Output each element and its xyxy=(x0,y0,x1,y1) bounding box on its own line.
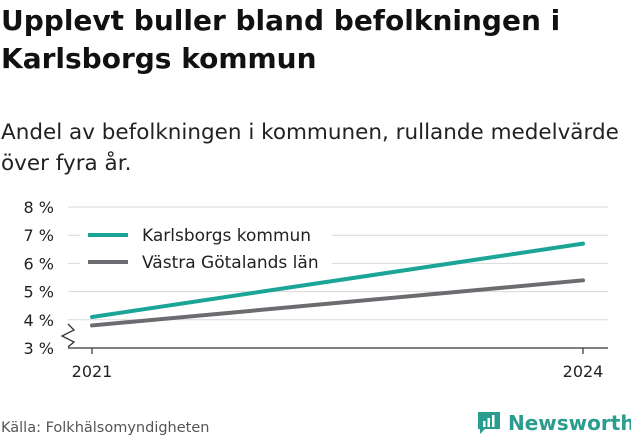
y-tick-label: 3 % xyxy=(24,339,54,358)
y-tick-label: 7 % xyxy=(24,226,54,245)
legend-background xyxy=(80,222,332,278)
newsworthy-logo-icon xyxy=(478,412,500,434)
y-axis-break-icon xyxy=(60,322,76,348)
axis-break-zigzag xyxy=(60,323,76,348)
x-tick-label: 2024 xyxy=(563,362,604,381)
y-tick-label: 8 % xyxy=(24,198,54,217)
legend-label: Karlsborgs kommun xyxy=(142,226,311,246)
chart-title: Upplevt buller bland befolkningen i Karl… xyxy=(1,4,561,75)
brand-name: Newsworthy xyxy=(508,411,631,435)
chart-subtitle: Andel av befolkningen i kommunen, rullan… xyxy=(1,120,619,176)
series-line xyxy=(90,241,585,319)
series-line xyxy=(90,278,585,328)
y-tick-label: 6 % xyxy=(24,254,54,273)
y-tick-label: 4 % xyxy=(24,311,54,330)
legend-label: Västra Götalands län xyxy=(142,253,319,273)
x-axis-ticks: 2021 2024 xyxy=(72,348,604,381)
y-axis-ticks: 3 % 4 % 5 % 6 % 7 % 8 % xyxy=(24,198,54,358)
x-tick-label: 2021 xyxy=(72,362,113,381)
source-note: Källa: Folkhälsomyndigheten xyxy=(1,420,210,436)
newsworthy-brand[interactable]: Newsworthy xyxy=(476,408,631,438)
line-chart: 3 % 4 % 5 % 6 % 7 % 8 % 2021 2024 Karlsborgs k… xyxy=(24,198,608,381)
y-tick-label: 5 % xyxy=(24,283,54,302)
series-lines xyxy=(90,241,585,328)
legend: Karlsborgs kommun Västra Götalands län xyxy=(80,222,332,278)
